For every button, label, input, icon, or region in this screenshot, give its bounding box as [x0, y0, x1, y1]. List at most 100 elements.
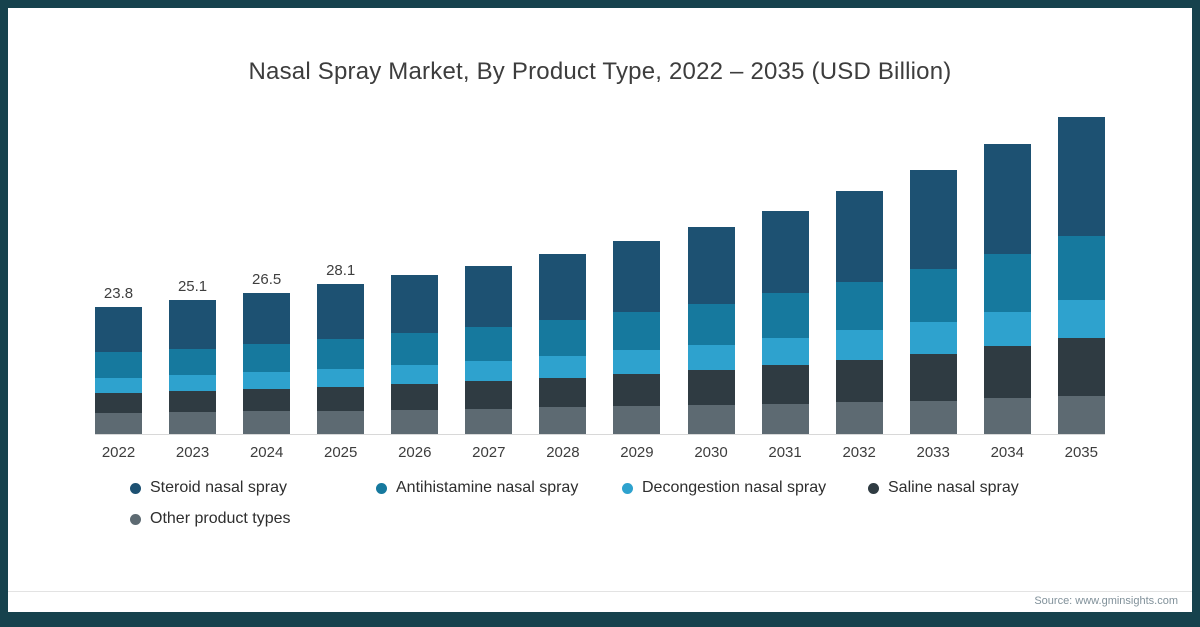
- chart-title: Nasal Spray Market, By Product Type, 202…: [248, 58, 952, 85]
- legend-row-1: Steroid nasal spray Antihistamine nasal s…: [130, 479, 1192, 497]
- stacked-bar: [687, 227, 735, 434]
- bar-segment: [243, 411, 291, 434]
- x-axis-label: 2027: [472, 444, 506, 461]
- bar-segment: [909, 269, 957, 322]
- bar-segment: [391, 275, 439, 333]
- stacked-bar: [169, 300, 217, 434]
- legend-label: Antihistamine nasal spray: [396, 479, 579, 496]
- chart-area: 23.8 25.1 26.5 28.1 2022 2023 2024 2025 2026 202…: [95, 102, 1105, 461]
- bar-segment: [317, 284, 365, 339]
- bar-segment: [835, 359, 883, 403]
- bar-segment: [539, 355, 587, 378]
- bar-segment: [909, 353, 957, 401]
- bar-segment: [317, 368, 365, 387]
- bar-segment: [317, 410, 365, 434]
- stacked-bar: [983, 144, 1031, 434]
- bar-segment: [539, 407, 587, 434]
- bar-column-2031: [761, 210, 809, 434]
- bar-segment: [909, 400, 957, 434]
- bar-column-2022: 23.8: [95, 285, 142, 434]
- source-row: Source: www.gminsights.com: [8, 591, 1192, 612]
- bar-segment: [465, 380, 513, 409]
- legend-label: Other product types: [150, 510, 291, 527]
- bar-segment: [243, 343, 291, 372]
- legend-label: Steroid nasal spray: [150, 479, 287, 496]
- bar-segment: [243, 388, 291, 412]
- bar-segment: [613, 241, 661, 313]
- bar-segment: [243, 371, 291, 389]
- bar-column-2028: [539, 254, 587, 434]
- bar-segment: [1057, 299, 1105, 339]
- bar-segment: [983, 346, 1031, 399]
- bar-segment: [317, 386, 365, 411]
- legend-label: Saline nasal spray: [888, 479, 1019, 496]
- bar-segment: [465, 408, 513, 434]
- x-axis-label: 2025: [324, 444, 358, 461]
- bar-segment: [835, 402, 883, 434]
- x-axis-labels-row: 2022 2023 2024 2025 2026 2027 2028 2029 2030 2031…: [95, 435, 1105, 461]
- bar-segment: [465, 327, 513, 361]
- bar-segment: [909, 321, 957, 354]
- bar-segment: [169, 348, 217, 376]
- x-axis-label: 2031: [768, 444, 802, 461]
- bar-segment: [835, 330, 883, 360]
- legend-row-2: Other product types: [130, 510, 1192, 528]
- x-axis-line: [95, 434, 1105, 435]
- x-axis-label: 2032: [842, 444, 876, 461]
- bar-segment: [391, 332, 439, 365]
- bar-column-2034: [983, 144, 1031, 434]
- bar-segment: [761, 293, 809, 338]
- bar-segment: [983, 253, 1031, 312]
- legend-label: Decongestion nasal spray: [642, 479, 827, 496]
- bar-column-2033: [909, 169, 957, 434]
- bar-segment: [169, 412, 217, 434]
- bar-segment: [687, 227, 735, 304]
- bar-segment: [761, 337, 809, 365]
- bar-segment: [613, 373, 661, 407]
- legend-marker-icon: [868, 482, 879, 494]
- legend-marker-icon: [130, 513, 141, 525]
- stacked-bar: [95, 307, 142, 434]
- bar-column-2023: 25.1: [169, 278, 217, 434]
- bar-segment: [909, 169, 957, 270]
- legend-marker-icon: [376, 482, 387, 494]
- x-axis-label: 2022: [101, 444, 136, 461]
- x-axis-label: 2035: [1064, 444, 1098, 461]
- legend: Steroid nasal spray Antihistamine nasal s…: [130, 479, 1192, 541]
- bar-segment: [687, 303, 735, 346]
- bar-segment: [687, 345, 735, 371]
- bar-segment: [169, 375, 217, 392]
- bar-segment: [391, 409, 439, 434]
- x-axis-label: 2029: [620, 444, 654, 461]
- bar-segment: [687, 405, 735, 434]
- bar-segment: [465, 360, 513, 381]
- bar-total-label: 28.1: [326, 262, 356, 280]
- bar-segment: [613, 406, 661, 434]
- bar-segment: [95, 352, 142, 378]
- bar-segment: [465, 265, 513, 328]
- bar-segment: [835, 191, 883, 282]
- stacked-bar: [465, 265, 513, 434]
- stacked-bar: [835, 191, 883, 434]
- stacked-bar: [761, 210, 809, 434]
- bar-total-label: 23.8: [103, 285, 134, 303]
- x-axis-label: 2034: [990, 444, 1024, 461]
- bar-segment: [613, 312, 661, 351]
- bar-segment: [169, 300, 217, 349]
- stacked-bar: [243, 292, 291, 434]
- bar-segment: [983, 398, 1031, 434]
- bar-segment: [983, 144, 1031, 254]
- bar-segment: [391, 384, 439, 410]
- x-axis-label: 2033: [916, 444, 950, 461]
- bar-segment: [95, 307, 142, 353]
- bar-segment: [1057, 338, 1105, 397]
- bar-segment: [243, 292, 291, 344]
- bar-column-2029: [613, 241, 661, 434]
- stacked-bar: [909, 169, 957, 434]
- legend-item: Saline nasal spray: [868, 479, 1114, 497]
- bar-column-2024: 26.5: [243, 271, 291, 434]
- bars-plot-area: 23.8 25.1 26.5 28.1: [95, 102, 1105, 434]
- bar-segment: [95, 393, 142, 413]
- legend-item: Antihistamine nasal spray: [376, 479, 622, 497]
- bar-segment: [761, 364, 809, 404]
